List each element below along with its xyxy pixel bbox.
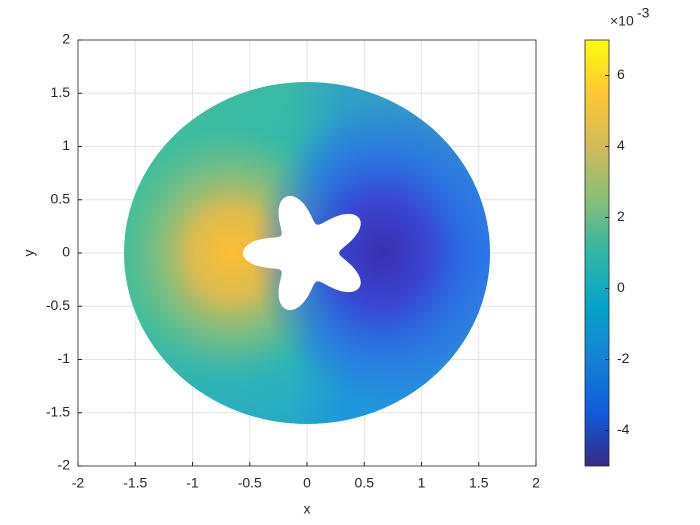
y-tick-label: -0.5 — [46, 297, 70, 313]
colorbar-tick-label: -4 — [617, 421, 630, 437]
colorbar-multiplier: ×10 — [610, 13, 634, 29]
colorbar-tick-label: 4 — [617, 137, 625, 153]
y-tick-label: -1 — [58, 350, 71, 366]
colorbar-exponent: -3 — [637, 5, 650, 21]
x-tick-label: -2 — [72, 475, 85, 491]
y-tick-label: 0.5 — [51, 190, 71, 206]
colorbar-tick-label: 2 — [617, 208, 625, 224]
colorbar-tick-label: -2 — [617, 350, 630, 366]
x-tick-label: -1 — [186, 475, 199, 491]
x-tick-label: 1.5 — [469, 475, 489, 491]
x-tick-label: 0.5 — [355, 475, 375, 491]
x-axis-label: x — [304, 501, 311, 517]
x-tick-label: 1 — [418, 475, 426, 491]
y-axis-label: y — [21, 250, 37, 257]
y-tick-label: 0 — [62, 244, 70, 260]
y-tick-label: 1.5 — [51, 84, 71, 100]
x-tick-label: 0 — [303, 475, 311, 491]
axes-box — [77, 39, 537, 467]
colorbar — [584, 39, 610, 467]
colorbar-tick-label: 0 — [617, 279, 625, 295]
hole — [242, 195, 361, 311]
colorbar-tick-label: 6 — [617, 66, 625, 82]
y-tick-label: -2 — [58, 457, 71, 473]
cold-spot — [252, 103, 490, 403]
field — [124, 82, 490, 424]
y-tick-label: -1.5 — [46, 403, 70, 419]
x-tick-label: -1.5 — [123, 475, 147, 491]
x-tick-label: -0.5 — [238, 475, 262, 491]
y-tick-label: 2 — [62, 31, 70, 47]
x-tick-label: 2 — [532, 475, 540, 491]
y-tick-label: 1 — [62, 137, 70, 153]
